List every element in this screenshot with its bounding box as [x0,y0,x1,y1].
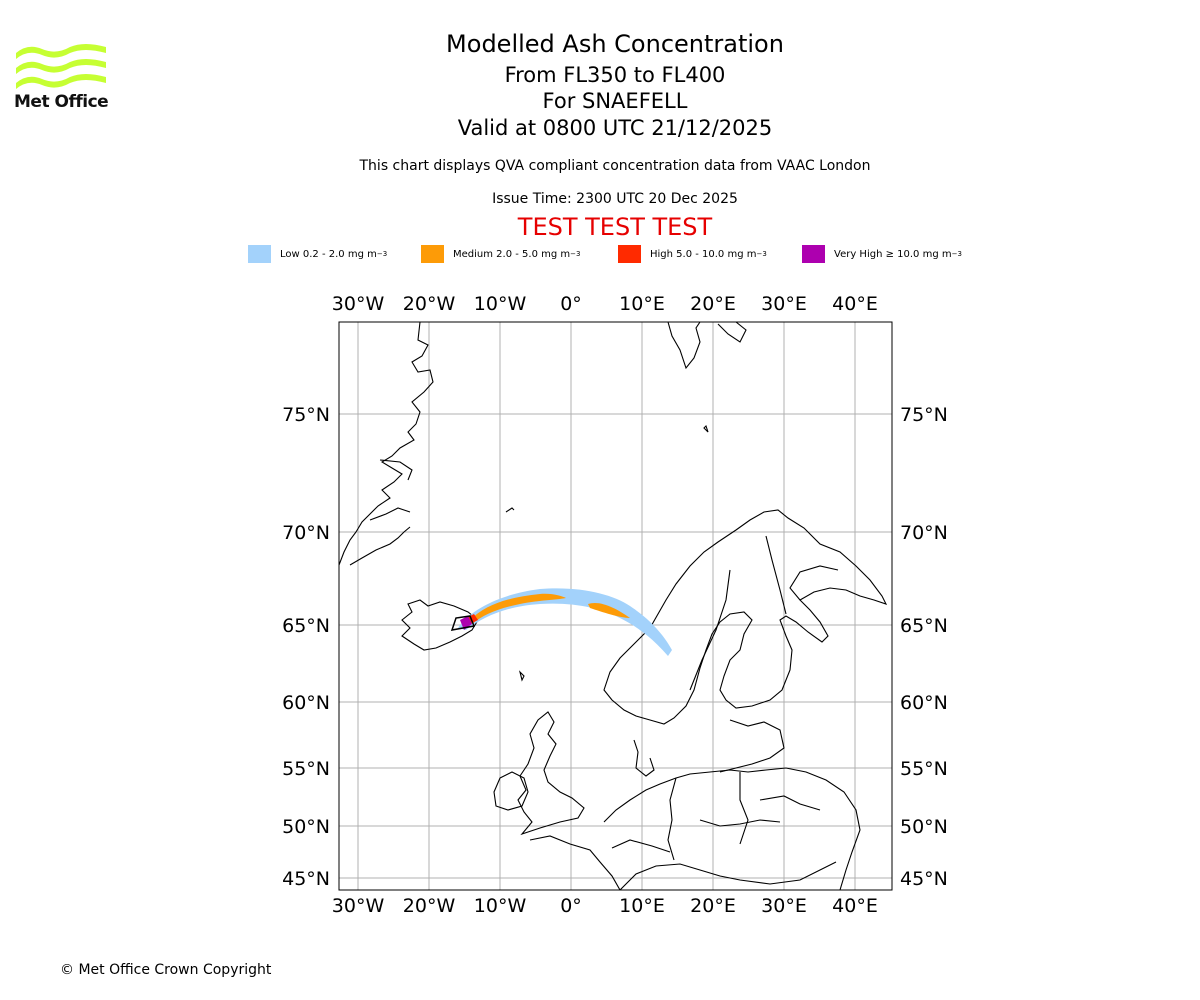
lat-label-right: 55°N [900,758,948,780]
legend-label-low: Low 0.2 - 2.0 mg m [280,248,377,260]
ash-medium-region-east [588,602,630,618]
lon-label-top: 30°E [761,293,807,315]
lat-label-right: 70°N [900,522,948,544]
lon-label-bottom: 20°W [403,895,456,917]
legend-exp-high: −3 [756,250,767,258]
lat-label-right: 50°N [900,816,948,838]
lat-label-right: 45°N [900,868,948,890]
lon-label-bottom: 40°E [832,895,878,917]
volcano-source-box [450,615,476,631]
legend-item-medium: Medium 2.0 - 5.0 mg m −3 [421,244,580,264]
lon-label-bottom: 10°E [619,895,665,917]
legend-item-low: Low 0.2 - 2.0 mg m −3 [248,244,387,264]
lat-label-right: 60°N [900,692,948,714]
legend-label-medium: Medium 2.0 - 5.0 mg m [453,248,571,260]
logo-wordmark: Met Office [14,92,109,112]
met-office-logo-icon [16,44,106,89]
lon-label-top: 30°W [332,293,385,315]
ash-medium-region [470,593,566,624]
coastlines [339,322,888,890]
legend-swatch-very-high [802,245,825,263]
lat-label-right: 75°N [900,404,948,426]
lat-label-right: 65°N [900,615,948,637]
volcano-name: For SNAEFELL [542,89,688,113]
lat-label-left: 50°N [282,816,330,838]
issue-time: Issue Time: 2300 UTC 20 Dec 2025 [492,191,738,207]
lat-label-left: 65°N [282,615,330,637]
lat-label-left: 75°N [282,404,330,426]
lon-label-bottom: 10°W [474,895,527,917]
valid-time: Valid at 0800 UTC 21/12/2025 [457,116,773,140]
flight-level-range: From FL350 to FL400 [504,63,726,87]
lon-label-top: 40°E [832,293,878,315]
lon-label-bottom: 30°E [761,895,807,917]
lon-label-top: 10°E [619,293,665,315]
legend-item-very-high: Very High ≥ 10.0 mg m −3 [802,244,962,264]
legend-label-very-high: Very High ≥ 10.0 mg m [834,248,952,260]
lon-label-bottom: 0° [560,895,582,917]
legend-swatch-low [248,245,271,263]
lon-label-top: 20°W [403,293,456,315]
lon-label-bottom: 30°W [332,895,385,917]
chart-title: Modelled Ash Concentration [446,30,784,58]
copyright-notice: © Met Office Crown Copyright [60,962,272,978]
ash-plume [450,588,672,656]
lat-label-left: 60°N [282,692,330,714]
ash-low-region [458,588,672,656]
lon-label-top: 0° [560,293,582,315]
legend-swatch-high [618,245,641,263]
lat-label-left: 70°N [282,522,330,544]
legend-exp-medium: −3 [570,250,581,258]
test-banner: TEST TEST TEST [517,213,713,241]
lon-label-top: 20°E [690,293,736,315]
legend-exp-low: −3 [376,250,388,258]
lat-label-left: 45°N [282,868,330,890]
map-frame [338,321,893,891]
legend-exp-very-high: −3 [951,250,962,258]
chart-description: This chart displays QVA compliant concen… [359,158,871,174]
lon-label-bottom: 20°E [690,895,736,917]
lat-label-left: 55°N [282,758,330,780]
legend-label-high: High 5.0 - 10.0 mg m [650,248,757,260]
lon-label-top: 10°W [474,293,527,315]
ash-very-high-region [460,616,472,630]
legend-item-high: High 5.0 - 10.0 mg m −3 [618,244,767,264]
legend-swatch-medium [421,245,444,263]
